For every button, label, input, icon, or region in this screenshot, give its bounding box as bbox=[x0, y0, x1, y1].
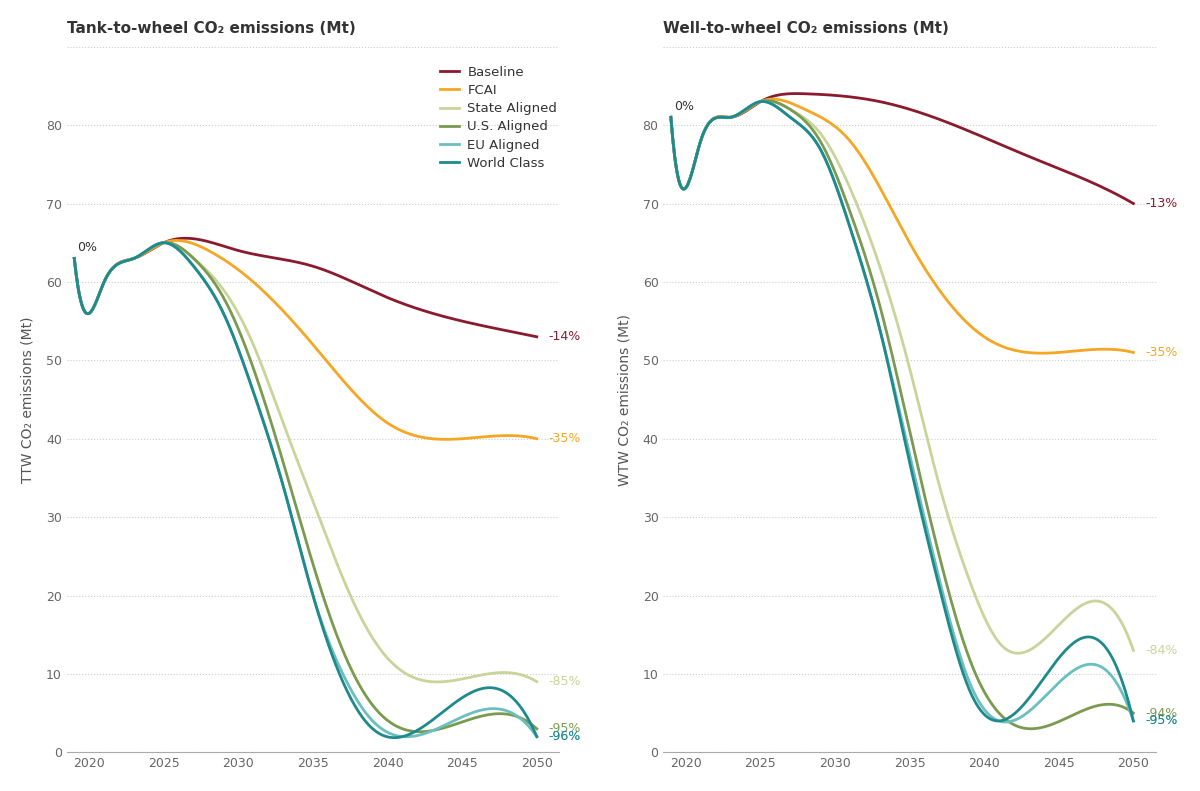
Text: 0%: 0% bbox=[77, 241, 97, 255]
Y-axis label: TTW CO₂ emissions (Mt): TTW CO₂ emissions (Mt) bbox=[20, 316, 35, 483]
Text: -13%: -13% bbox=[1145, 197, 1177, 210]
Text: -84%: -84% bbox=[1145, 644, 1177, 657]
Text: Well-to-wheel CO₂ emissions (Mt): Well-to-wheel CO₂ emissions (Mt) bbox=[664, 21, 949, 36]
Text: -95%: -95% bbox=[548, 722, 581, 736]
Text: -96%: -96% bbox=[548, 730, 581, 743]
Text: -35%: -35% bbox=[1145, 346, 1177, 359]
Text: -95%: -95% bbox=[1145, 714, 1177, 728]
Text: -14%: -14% bbox=[548, 331, 581, 343]
Text: -85%: -85% bbox=[548, 676, 581, 688]
Text: 0%: 0% bbox=[674, 100, 694, 113]
Text: -94%: -94% bbox=[1145, 706, 1177, 720]
Text: -95%: -95% bbox=[1145, 714, 1177, 728]
Text: -96%: -96% bbox=[548, 730, 581, 743]
Y-axis label: WTW CO₂ emissions (Mt): WTW CO₂ emissions (Mt) bbox=[618, 313, 631, 486]
Text: Tank-to-wheel CO₂ emissions (Mt): Tank-to-wheel CO₂ emissions (Mt) bbox=[67, 21, 355, 36]
Text: -35%: -35% bbox=[548, 432, 581, 445]
Legend: Baseline, FCAI, State Aligned, U.S. Aligned, EU Aligned, World Class: Baseline, FCAI, State Aligned, U.S. Alig… bbox=[434, 60, 563, 176]
